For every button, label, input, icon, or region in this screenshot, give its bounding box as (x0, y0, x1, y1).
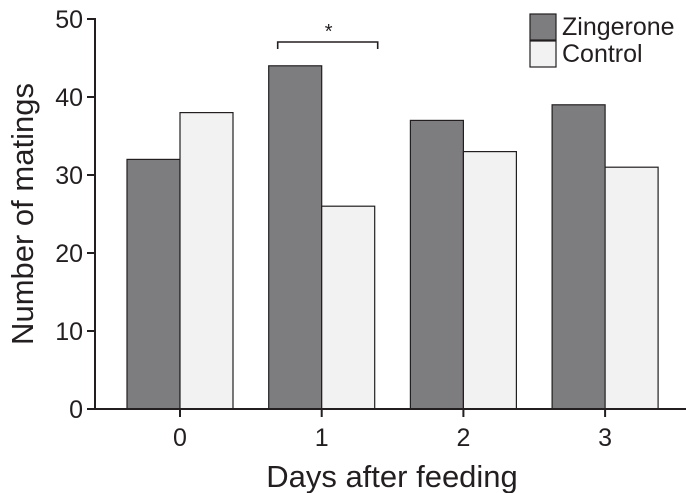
x-axis-title: Days after feeding (266, 459, 518, 493)
x-tick-label: 2 (456, 424, 470, 452)
legend-swatch-zingerone (529, 13, 557, 41)
y-tick-label: 30 (55, 162, 83, 190)
y-tick-label: 0 (69, 396, 83, 424)
significance-bracket (276, 41, 379, 49)
y-tick-label: 40 (55, 84, 83, 112)
axes-group (94, 18, 686, 410)
x-tick-label: 3 (598, 424, 612, 452)
bar-control-day-0 (179, 111, 234, 410)
bar-control-day-2 (462, 151, 517, 410)
bar-control-day-3 (604, 166, 659, 410)
y-ticks-group: 0 10 20 30 40 50 (55, 6, 95, 424)
y-tick-label: 10 (55, 318, 83, 346)
x-ticks-group: 0 1 2 3 (173, 409, 612, 452)
bar-control-day-1 (321, 205, 376, 410)
bar-zingerone-day-2 (409, 119, 464, 410)
x-tick-label: 1 (315, 424, 329, 452)
bars-group (126, 65, 659, 410)
legend-label-zingerone: Zingerone (562, 13, 675, 41)
bar-zingerone-day-3 (551, 104, 606, 410)
significance-asterisk: * (325, 21, 333, 43)
y-tick-label: 50 (55, 6, 83, 34)
legend-label-control: Control (562, 40, 643, 68)
legend-swatch-control (529, 40, 557, 68)
y-tick-label: 20 (55, 240, 83, 268)
x-tick-label: 0 (173, 424, 187, 452)
y-axis-title: Number of matings (5, 83, 40, 345)
bar-zingerone-day-0 (126, 158, 181, 410)
bar-zingerone-day-1 (268, 65, 323, 410)
annotations-group: * (276, 21, 379, 49)
